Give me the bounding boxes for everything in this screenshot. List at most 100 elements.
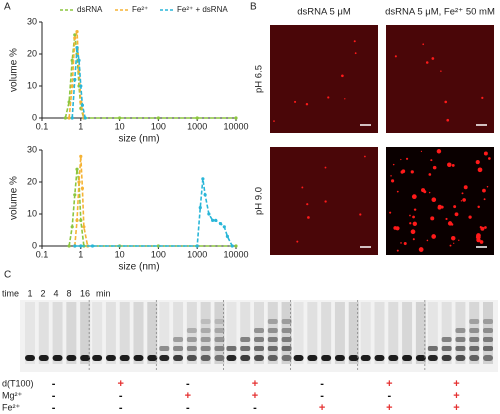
fluorescent-spot [344,98,346,100]
fluorescent-spot [479,240,484,244]
lane-smear [200,302,211,364]
band [52,355,63,361]
condition-sign: + [185,390,191,402]
data-point [195,116,199,120]
fluorescent-spot [444,100,448,104]
band [267,337,278,342]
time-point: 2 [40,288,45,298]
lane-smear [226,302,237,364]
band [173,337,184,342]
band [455,346,466,351]
condition-sign: - [186,378,190,390]
lane-smear [105,302,116,364]
band [483,337,493,342]
fluorescent-spot [412,215,415,219]
data-point [75,167,79,171]
fluorescent-spot [428,173,432,176]
band [240,355,251,361]
data-point [75,30,79,34]
condition-sign: - [320,378,324,390]
band [254,346,264,351]
fluorescent-spot [296,240,299,243]
fluorescent-spot [436,149,442,154]
band [334,355,345,361]
fluorescent-spot [306,203,309,206]
column-label: dsRNA 5 μM [297,7,351,18]
band [200,319,211,324]
condition-sign: - [253,402,257,414]
lane-smear [66,302,77,364]
fluorescent-spot [396,249,399,252]
band [469,319,480,324]
fluorescent-spot [440,70,442,72]
row-label: pH 6.5 [254,65,265,93]
fluorescent-spot [451,164,455,167]
panel-label: A [4,2,11,13]
series-line [64,34,236,119]
condition-sign: + [252,378,258,390]
y-tick-label: 10 [27,208,37,218]
fluorescent-spot [445,217,448,221]
time-point: 4 [53,288,58,298]
data-point [79,218,83,222]
band [469,328,480,333]
y-tick-label: 20 [27,176,37,186]
lane-smear [374,302,385,364]
band [483,346,493,351]
time-point: 16 [80,288,90,298]
condition-sign: - [52,390,56,402]
band [186,328,197,333]
data-point [75,46,79,50]
band [348,355,359,361]
condition-sign: - [52,378,56,390]
band [455,328,466,333]
condition-sign: + [117,378,123,390]
data-point [222,225,226,229]
band [267,319,278,324]
condition-sign: + [453,378,459,390]
band [267,346,278,351]
panel-label: C [4,270,11,281]
x-tick-label: 100 [151,121,166,131]
fluorescent-spot [400,170,404,174]
data-point [73,193,77,197]
lane-smear [334,302,345,364]
band [38,355,49,361]
fluorescent-spot [400,242,402,244]
time-unit: min [96,288,111,298]
fluorescent-spot [447,162,452,168]
lane-smear [267,302,278,364]
fluorescent-spot [430,159,433,162]
legend-label: dsRNA [77,5,103,14]
legend-label: Fe²⁺ [132,5,148,14]
fluorescent-spot [484,226,487,229]
fluorescent-spot [476,233,481,238]
data-point [203,193,207,197]
band [119,355,130,361]
y-tick-label: 20 [27,48,37,58]
band [226,355,237,361]
fluorescent-spot [449,244,452,247]
band [441,355,452,361]
y-axis-label: volume % [9,48,20,92]
x-tick-label: 0.1 [36,249,49,259]
fluorescent-spot [440,205,444,209]
lane-smear [214,302,225,364]
fluorescent-spot [450,235,456,241]
fluorescent-spot [418,247,424,252]
data-point [156,116,160,120]
lane-smear [360,302,371,364]
fluorescent-spot [475,160,480,165]
micrograph [270,25,378,133]
condition-sign: - [387,390,391,402]
data-point [82,225,86,229]
x-tick-label: 10 [115,121,125,131]
data-point [67,116,71,120]
data-point [70,116,74,120]
band [307,355,318,361]
fluorescent-spot [483,198,486,201]
fluorescent-spot [446,118,450,122]
fluorescent-spot [431,197,437,203]
band [483,355,493,361]
fluorescent-spot [447,221,453,226]
